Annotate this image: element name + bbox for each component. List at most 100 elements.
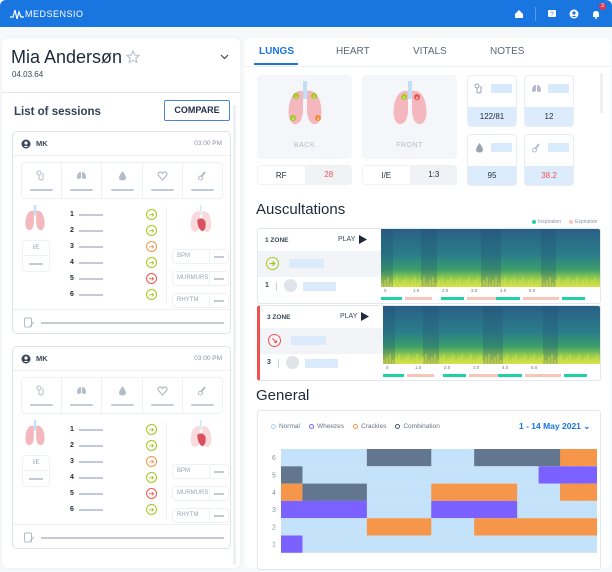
legend-combination: Combination xyxy=(395,423,440,430)
spectrogram[interactable] xyxy=(383,306,601,364)
pulse-logo-icon xyxy=(10,9,24,19)
heatmap-cell-normal xyxy=(388,500,411,519)
auscultation-row: 1 ZONE PLAY ➔ 1 0 1.0 2.0 3.0 4.0 5.0 xyxy=(257,228,601,304)
time-tick: 1.0 xyxy=(413,288,420,293)
heatmap-cell-normal xyxy=(323,449,346,467)
heatmap-cell-crackles xyxy=(281,483,303,501)
vital-cell xyxy=(143,378,183,413)
heatmap-cell-normal xyxy=(345,518,368,536)
vital-cell xyxy=(183,378,222,413)
heatmap-cell-normal xyxy=(495,535,518,553)
compare-button[interactable]: COMPARE xyxy=(164,100,230,121)
tab-heart[interactable]: HEART xyxy=(336,46,370,57)
lung-point-5: 5 xyxy=(403,95,406,100)
y-tick-label: 4 xyxy=(272,490,276,497)
heatmap-cell-combination xyxy=(474,449,497,467)
vital-value: 122/81 xyxy=(468,107,516,126)
y-tick-label: 2 xyxy=(272,524,276,531)
brand-name: MEDSENSIO xyxy=(25,8,84,19)
legend-wheezes: Wheezes xyxy=(308,423,344,430)
zone-status-arrow-icon[interactable]: ➔ xyxy=(146,488,157,499)
legend-normal: Normal xyxy=(271,423,300,430)
heatmap-cell-normal xyxy=(345,466,368,484)
help-icon[interactable]: ? xyxy=(546,8,558,20)
oxygen-drop-icon xyxy=(118,171,126,181)
time-tick: 0 xyxy=(384,288,387,293)
vital-cell xyxy=(62,163,103,198)
details-panel: LUNGS HEART VITALS NOTES 1 2 3 4 BACK 5 … xyxy=(245,38,610,570)
play-icon xyxy=(359,235,368,244)
tab-lungs[interactable]: LUNGS xyxy=(259,46,294,57)
zone-status-arrow-icon[interactable]: ➔ xyxy=(146,241,157,252)
zone-label: 1 ZONE xyxy=(265,237,289,244)
play-button[interactable]: PLAY xyxy=(338,235,368,244)
play-button[interactable]: PLAY xyxy=(340,312,370,321)
expiration-segment xyxy=(407,374,434,377)
zone-status-arrow-icon[interactable]: ➔ xyxy=(146,504,157,515)
heatmap-cell-wheezes xyxy=(560,466,583,484)
tab-notes[interactable]: NOTES xyxy=(490,46,525,57)
chevron-down-icon[interactable] xyxy=(220,54,229,60)
zone-status-arrow-icon[interactable]: ➔ xyxy=(146,257,157,268)
zone-status-arrow-icon[interactable]: ➔ xyxy=(146,472,157,483)
time-axis: 0 1.0 2.0 3.0 4.0 5.0 xyxy=(381,287,600,303)
panel-scrollbar[interactable] xyxy=(600,73,603,113)
y-tick-label: 3 xyxy=(272,507,276,514)
empty-value xyxy=(30,189,54,191)
heatmap-cell-wheezes xyxy=(538,466,561,484)
zone-status-arrow-icon[interactable]: ➔ xyxy=(146,209,157,220)
zone-status-arrow-icon[interactable]: ➔ xyxy=(146,289,157,300)
auscultations-title: Auscultations xyxy=(256,201,346,218)
thermometer-icon xyxy=(197,171,206,181)
zone-status-arrow-icon[interactable]: ➔ xyxy=(146,225,157,236)
date-range-select[interactable]: 1 - 14 May 2021 ⌄ xyxy=(519,421,591,431)
patient-name: Mia Andersøn xyxy=(11,47,123,67)
favorite-star-icon[interactable] xyxy=(126,50,140,64)
account-icon[interactable] xyxy=(568,8,580,20)
expiration-segment xyxy=(405,297,432,300)
tab-vitals[interactable]: VITALS xyxy=(413,46,447,57)
zone-row: 6 xyxy=(70,291,103,298)
heatmap-cell-normal xyxy=(517,500,540,519)
heatmap-cell-normal xyxy=(474,535,497,553)
lungs-back-view[interactable]: 1 2 3 4 BACK xyxy=(257,75,352,159)
zone-status-arrow-icon[interactable]: ↘ xyxy=(268,334,281,347)
recording-label-placeholder xyxy=(289,259,324,268)
vital-value: 95 xyxy=(468,166,516,185)
heatmap-cell-combination xyxy=(302,483,325,501)
time-tick: 4.0 xyxy=(502,365,509,370)
vital-label-placeholder xyxy=(548,84,569,93)
zone-row: 5 xyxy=(70,490,103,497)
heart-metric: MURMURS xyxy=(172,486,229,501)
home-icon[interactable] xyxy=(513,8,525,20)
zone-row: 2 xyxy=(70,227,103,234)
heatmap-cell-normal xyxy=(517,466,540,484)
lungs-icon xyxy=(532,85,541,92)
zone-status-arrow-icon[interactable]: ➔ xyxy=(146,273,157,284)
heatmap-cell-normal xyxy=(302,518,325,536)
zone-row: 4 xyxy=(70,474,103,481)
notifications-bell-icon[interactable]: 3 xyxy=(590,2,606,20)
heatmap-cell-wheezes xyxy=(281,535,303,553)
zone-status-arrow-icon[interactable]: ➔ xyxy=(146,456,157,467)
zone-status-arrow-icon[interactable]: ➔ xyxy=(266,257,279,270)
zone-status-arrow-icon[interactable]: ➔ xyxy=(146,424,157,435)
zone-status-arrow-icon[interactable]: ➔ xyxy=(146,440,157,451)
rf-label: RF xyxy=(257,165,306,185)
stethoscope-icon xyxy=(36,385,44,396)
heatmap-cell-wheezes xyxy=(323,500,346,519)
spectrogram[interactable] xyxy=(381,229,601,287)
heatmap-cell-normal xyxy=(345,535,368,553)
notes-clipboard-icon xyxy=(24,532,35,543)
heatmap-cell-normal xyxy=(281,449,303,467)
heatmap-cell-crackles xyxy=(474,483,497,501)
svg-text:?: ? xyxy=(550,12,554,18)
sessions-scrollbar[interactable] xyxy=(233,105,236,565)
session-card[interactable]: MK 03:00 PM I/E 1 ➔ 2 ➔ 3 ➔ 4 ➔ 5 ➔ 6 ➔ BPM MURMURS RH… xyxy=(12,131,231,334)
lungs-front-view[interactable]: 5 6 FRONT xyxy=(362,75,457,159)
heatmap-cell-normal xyxy=(302,466,325,484)
inspiration-segment xyxy=(381,297,402,300)
session-card[interactable]: MK 03:00 PM I/E 1 ➔ 2 ➔ 3 ➔ 4 ➔ 5 ➔ 6 ➔ BPM MURMURS RH… xyxy=(12,346,231,549)
brand-logo[interactable]: MEDSENSIO xyxy=(10,8,84,20)
inspiration-segment xyxy=(562,297,585,300)
